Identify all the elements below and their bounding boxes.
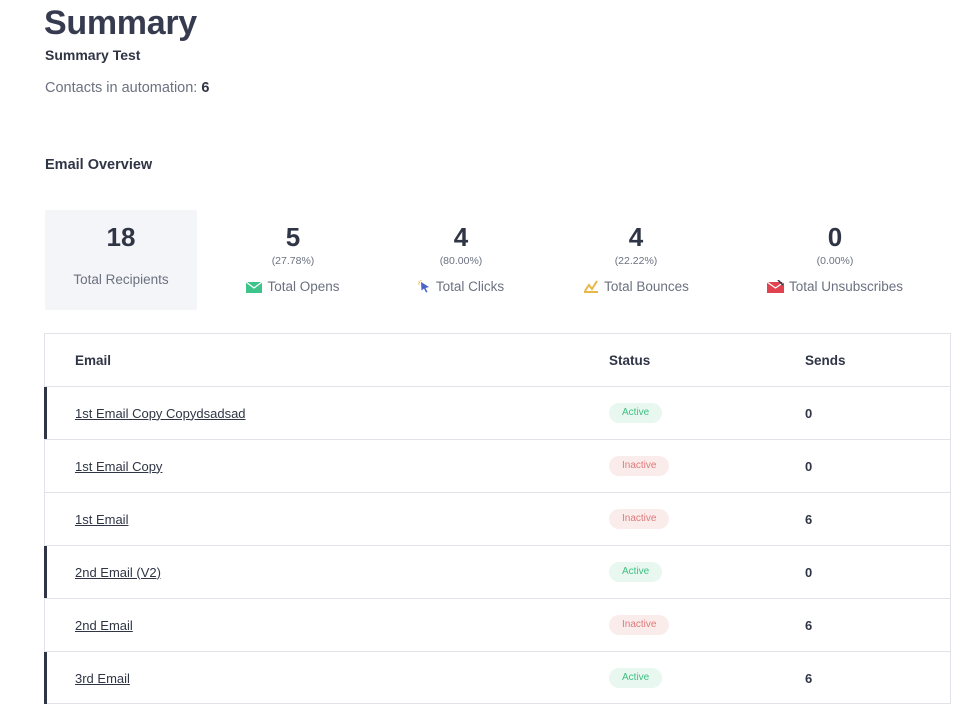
stat-label: Total Recipients — [73, 272, 169, 287]
contacts-count: 6 — [201, 80, 210, 96]
stat-value: 5 — [285, 222, 301, 252]
status-badge: Inactive — [609, 509, 670, 529]
column-header-email[interactable]: Email — [45, 334, 609, 387]
stat-total-unsubscribes: 0 (0.00%) Total Unsubscribes — [745, 210, 925, 310]
table-row: 1st Email Copy Inactive 0 — [45, 439, 950, 493]
contacts-label: Contacts in automation: — [45, 80, 198, 96]
sends-count: 0 — [805, 564, 813, 580]
sends-count: 0 — [805, 458, 813, 474]
stat-value: 18 — [106, 222, 136, 252]
stat-label: Total Unsubscribes — [788, 279, 904, 294]
stat-percentage: (27.78%) — [271, 255, 315, 267]
stat-value: 4 — [453, 222, 469, 252]
automation-name: Summary Test — [45, 47, 141, 63]
status-badge: Inactive — [609, 456, 670, 476]
stat-percentage: (80.00%) — [439, 255, 483, 267]
email-overview-title: Email Overview — [45, 157, 153, 173]
stat-total-opens: 5 (27.78%) Total Opens — [213, 210, 373, 310]
email-link[interactable]: 3rd Email — [75, 670, 130, 686]
email-link[interactable]: 1st Email Copy — [75, 458, 163, 474]
stat-total-bounces: 4 (22.22%) Total Bounces — [555, 210, 717, 310]
column-header-status[interactable]: Status — [609, 334, 805, 387]
email-link[interactable]: 1st Email Copy Copydsadsad — [75, 405, 246, 421]
sends-count: 6 — [805, 511, 813, 527]
status-badge: Active — [609, 403, 663, 423]
email-link[interactable]: 1st Email — [75, 511, 129, 527]
cursor-click-icon — [417, 280, 431, 296]
email-link[interactable]: 2nd Email — [75, 617, 133, 633]
stat-label: Total Bounces — [604, 279, 689, 294]
page-title: Summary — [44, 4, 197, 42]
email-overview-stats: 18 Total Recipients 5 (27.78%) Total Ope… — [45, 210, 925, 310]
table-row: 3rd Email Active 6 — [44, 651, 950, 705]
stat-percentage: (22.22%) — [614, 255, 658, 267]
stat-percentage: (0.00%) — [816, 255, 854, 267]
stat-value: 0 — [827, 222, 843, 252]
status-badge: Inactive — [609, 615, 670, 635]
email-link[interactable]: 2nd Email (V2) — [75, 564, 161, 580]
contacts-in-automation: Contacts in automation: 6 — [45, 80, 209, 96]
stat-total-recipients: 18 Total Recipients — [45, 210, 197, 310]
table-row: 2nd Email (V2) Active 0 — [44, 545, 950, 599]
stat-label: Total Clicks — [435, 279, 505, 294]
stat-total-clicks: 4 (80.00%) Total Clicks — [385, 210, 537, 310]
bounce-icon — [583, 280, 599, 296]
stat-value: 4 — [628, 222, 644, 252]
sends-count: 0 — [805, 405, 813, 421]
stat-label: Total Opens — [267, 279, 340, 294]
sends-count: 6 — [805, 670, 813, 686]
envelope-icon — [246, 281, 263, 296]
emails-table: Email Status Sends 1st Email Copy Copyds… — [44, 333, 951, 704]
sends-count: 6 — [805, 617, 813, 633]
table-header-row: Email Status Sends — [45, 334, 950, 387]
table-row: 2nd Email Inactive 6 — [45, 598, 950, 652]
table-row: 1st Email Copy Copydsadsad Active 0 — [44, 386, 950, 440]
column-header-sends[interactable]: Sends — [805, 334, 950, 387]
status-badge: Active — [609, 668, 663, 688]
table-row: 1st Email Inactive 6 — [45, 492, 950, 546]
unsubscribe-envelope-icon — [766, 279, 785, 296]
status-badge: Active — [609, 562, 663, 582]
